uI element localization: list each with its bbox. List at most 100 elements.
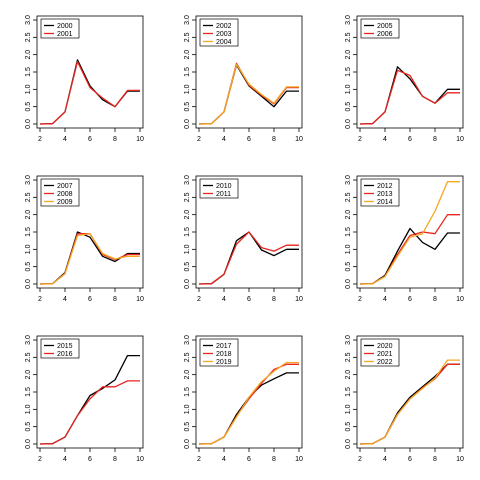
x-tick-label: 8 — [272, 296, 276, 303]
y-tick-label: 2.5 — [25, 192, 32, 202]
series-line — [359, 363, 460, 445]
legend-label: 2004 — [216, 39, 232, 46]
y-tick-label: 1.0 — [184, 84, 191, 94]
y-tick-label: 1.5 — [184, 387, 191, 397]
x-tick-label: 2 — [197, 456, 201, 463]
series-line — [198, 231, 299, 285]
y-tick-label: 1.0 — [25, 404, 32, 414]
x-tick-label: 8 — [272, 456, 276, 463]
y-tick-label: 3.0 — [184, 175, 191, 185]
series-line — [39, 231, 140, 285]
x-tick-label: 8 — [272, 136, 276, 143]
y-tick-label: 2.0 — [25, 370, 32, 380]
y-tick-label: 0.0 — [184, 439, 191, 449]
y-tick-label: 0.5 — [25, 262, 32, 272]
x-tick-label: 8 — [113, 296, 117, 303]
x-tick-label: 6 — [88, 136, 92, 143]
x-tick-label: 4 — [63, 136, 67, 143]
y-tick-label: 1.5 — [345, 387, 352, 397]
y-tick-label: 1.0 — [345, 244, 352, 254]
x-tick-label: 8 — [433, 456, 437, 463]
legend-box — [360, 178, 400, 207]
y-tick-label: 3.0 — [345, 15, 352, 25]
x-tick-label: 10 — [456, 296, 464, 303]
y-tick-label: 0.0 — [25, 119, 32, 129]
y-tick-label: 2.5 — [345, 352, 352, 362]
y-tick-label: 2.0 — [25, 50, 32, 60]
x-tick-label: 10 — [136, 456, 144, 463]
y-tick-label: 1.5 — [184, 67, 191, 77]
x-tick-label: 4 — [222, 456, 226, 463]
x-tick-label: 6 — [408, 136, 412, 143]
series-line — [198, 372, 299, 445]
y-tick-label: 2.5 — [345, 192, 352, 202]
y-tick-label: 0.5 — [345, 102, 352, 112]
y-tick-label: 0.0 — [25, 439, 32, 449]
legend-label: 2005 — [377, 23, 393, 30]
y-tick-label: 0.0 — [25, 279, 32, 289]
y-tick-label: 0.0 — [345, 119, 352, 129]
legend-label: 2009 — [57, 199, 73, 206]
x-tick-label: 10 — [295, 296, 303, 303]
y-tick-label: 1.0 — [184, 244, 191, 254]
x-tick-label: 6 — [247, 296, 251, 303]
y-tick-label: 1.5 — [25, 387, 32, 397]
y-tick-label: 3.0 — [25, 15, 32, 25]
y-tick-label: 2.0 — [184, 50, 191, 60]
x-tick-label: 4 — [63, 456, 67, 463]
y-tick-label: 1.5 — [345, 67, 352, 77]
y-tick-label: 0.5 — [345, 262, 352, 272]
y-tick-label: 2.0 — [345, 210, 352, 220]
y-tick-label: 3.0 — [345, 175, 352, 185]
legend-label: 2003 — [216, 31, 232, 38]
x-tick-label: 8 — [433, 296, 437, 303]
legend-label: 2012 — [377, 183, 393, 190]
y-tick-label: 2.0 — [345, 50, 352, 60]
x-tick-label: 8 — [113, 136, 117, 143]
legend-label: 2019 — [216, 359, 232, 366]
legend-label: 2013 — [377, 191, 393, 198]
x-tick-label: 4 — [383, 456, 387, 463]
legend-label: 2011 — [216, 191, 231, 198]
legend-label: 2007 — [57, 183, 73, 190]
x-tick-label: 2 — [358, 296, 362, 303]
y-tick-label: 0.5 — [184, 422, 191, 432]
series-line — [198, 361, 299, 445]
y-tick-label: 1.5 — [25, 67, 32, 77]
legend-label: 2010 — [216, 183, 232, 190]
series-line — [359, 359, 460, 445]
y-tick-label: 2.5 — [184, 352, 191, 362]
series-line — [39, 60, 140, 125]
y-tick-label: 1.0 — [25, 244, 32, 254]
y-tick-label: 3.0 — [25, 175, 32, 185]
legend-label: 2015 — [57, 343, 73, 350]
y-tick-label: 3.0 — [184, 335, 191, 345]
y-tick-label: 1.0 — [184, 404, 191, 414]
x-tick-label: 6 — [88, 296, 92, 303]
x-tick-label: 2 — [197, 296, 201, 303]
y-tick-label: 3.0 — [25, 335, 32, 345]
legend-label: 2022 — [377, 359, 393, 366]
y-tick-label: 2.5 — [25, 32, 32, 42]
series-line — [359, 214, 460, 285]
x-tick-label: 4 — [383, 296, 387, 303]
legend-label: 2000 — [57, 23, 73, 30]
series-line — [39, 380, 140, 445]
legend-label: 2002 — [216, 23, 232, 30]
x-tick-label: 4 — [63, 296, 67, 303]
x-tick-label: 4 — [222, 136, 226, 143]
y-tick-label: 3.0 — [345, 335, 352, 345]
x-tick-label: 6 — [408, 456, 412, 463]
x-tick-label: 8 — [433, 136, 437, 143]
x-tick-label: 2 — [197, 136, 201, 143]
x-tick-label: 6 — [408, 296, 412, 303]
y-tick-label: 2.0 — [345, 370, 352, 380]
legend-label: 2006 — [377, 31, 393, 38]
